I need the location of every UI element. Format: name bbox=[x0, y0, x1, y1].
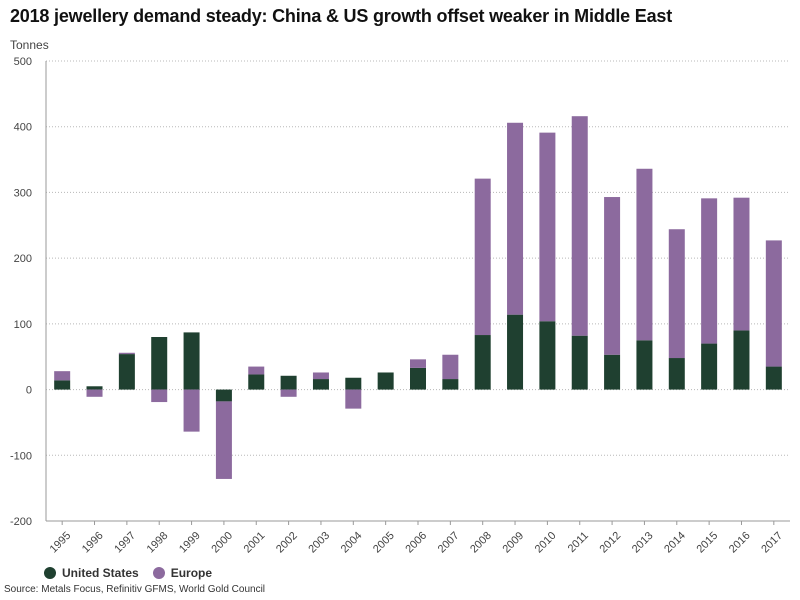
bar-united-states bbox=[410, 367, 426, 390]
x-tick-label: 2015 bbox=[695, 530, 721, 556]
x-tick-label: 2010 bbox=[533, 530, 559, 556]
bar-united-states bbox=[151, 337, 168, 390]
bar-united-states bbox=[54, 380, 71, 390]
legend-swatch-europe bbox=[152, 567, 165, 579]
bar-united-states bbox=[312, 379, 329, 390]
y-tick-label: 200 bbox=[14, 253, 32, 265]
bar-united-states bbox=[118, 354, 135, 390]
x-tick-label: 2002 bbox=[274, 530, 300, 556]
x-tick-label: 1997 bbox=[112, 530, 138, 556]
x-tick-label: 2016 bbox=[727, 530, 753, 556]
bar-europe bbox=[474, 178, 491, 336]
bar-europe bbox=[668, 229, 685, 359]
bar-united-states bbox=[507, 314, 524, 390]
bar-europe bbox=[604, 197, 621, 355]
bar-europe bbox=[312, 372, 329, 380]
x-tick-label: 1996 bbox=[80, 530, 106, 556]
bar-europe bbox=[410, 359, 426, 368]
bar-europe bbox=[345, 389, 362, 409]
bar-united-states bbox=[183, 332, 200, 390]
bar-europe bbox=[151, 389, 168, 403]
bar-united-states bbox=[280, 375, 297, 390]
y-tick-label: 300 bbox=[14, 187, 32, 199]
x-tick-label: 2012 bbox=[598, 530, 624, 556]
bar-united-states bbox=[215, 389, 232, 402]
legend-label-europe: Europe bbox=[170, 566, 213, 580]
bar-united-states bbox=[248, 374, 265, 390]
x-tick-label: 2000 bbox=[209, 530, 235, 556]
bar-united-states bbox=[701, 343, 718, 390]
y-tick-label: -100 bbox=[10, 450, 32, 462]
bar-united-states bbox=[86, 386, 103, 390]
bar-united-states bbox=[474, 335, 491, 390]
x-tick-label: 2001 bbox=[242, 530, 268, 556]
x-tick-label: 2011 bbox=[566, 530, 591, 555]
x-tick-label: 2005 bbox=[371, 530, 397, 556]
bar-europe bbox=[507, 122, 524, 315]
source-note: Source: Metals Focus, Refinitiv GFMS, Wo… bbox=[4, 584, 266, 595]
y-axis-label: Tonnes bbox=[10, 38, 49, 52]
y-tick-label: 100 bbox=[14, 319, 32, 331]
bar-europe bbox=[280, 389, 297, 397]
bar-europe bbox=[765, 240, 782, 367]
bar-europe bbox=[54, 371, 71, 381]
legend-item-united-states: United States bbox=[44, 566, 139, 580]
bar-united-states bbox=[442, 379, 459, 390]
bar-europe bbox=[215, 401, 232, 479]
x-tick-label: 2009 bbox=[500, 530, 526, 556]
bar-europe bbox=[701, 198, 718, 344]
bar-europe bbox=[118, 352, 135, 355]
y-tick-label: 400 bbox=[14, 122, 32, 134]
x-tick-label: 1999 bbox=[177, 530, 203, 556]
y-tick-label: -200 bbox=[10, 516, 32, 528]
bar-united-states bbox=[571, 335, 588, 390]
x-tick-label: 2003 bbox=[306, 530, 332, 556]
bar-united-states bbox=[668, 358, 685, 390]
bar-united-states bbox=[539, 321, 556, 390]
bar-united-states bbox=[636, 340, 653, 390]
x-tick-label: 2017 bbox=[759, 530, 785, 556]
legend-item-europe: Europe bbox=[152, 566, 213, 580]
legend: United States Europe bbox=[44, 566, 212, 580]
x-tick-label: 2008 bbox=[468, 530, 494, 556]
bar-united-states bbox=[377, 372, 394, 390]
x-tick-label: 2007 bbox=[436, 530, 462, 556]
x-tick-label: 1995 bbox=[48, 530, 74, 556]
bar-europe bbox=[183, 389, 200, 432]
y-tick-label: 500 bbox=[14, 56, 32, 68]
bar-europe bbox=[539, 132, 556, 322]
bar-europe bbox=[733, 197, 750, 331]
bar-europe bbox=[248, 366, 265, 375]
bar-europe bbox=[442, 354, 459, 380]
x-tick-label: 2013 bbox=[630, 530, 656, 556]
bar-united-states bbox=[604, 354, 621, 390]
bar-europe bbox=[571, 116, 588, 336]
legend-label-united-states: United States bbox=[62, 566, 139, 580]
bar-united-states bbox=[765, 366, 782, 390]
x-tick-label: 2006 bbox=[403, 530, 429, 556]
y-tick-label: 0 bbox=[26, 385, 32, 397]
x-tick-label: 2004 bbox=[339, 530, 365, 556]
bar-europe bbox=[636, 168, 653, 341]
bar-united-states bbox=[733, 330, 750, 390]
x-tick-label: 2014 bbox=[662, 530, 688, 556]
bar-europe bbox=[86, 389, 103, 397]
chart-title: 2018 jewellery demand steady: China & US… bbox=[10, 6, 672, 26]
x-tick-label: 1998 bbox=[145, 530, 171, 556]
bar-united-states bbox=[345, 377, 362, 390]
legend-swatch-united-states bbox=[44, 567, 56, 579]
